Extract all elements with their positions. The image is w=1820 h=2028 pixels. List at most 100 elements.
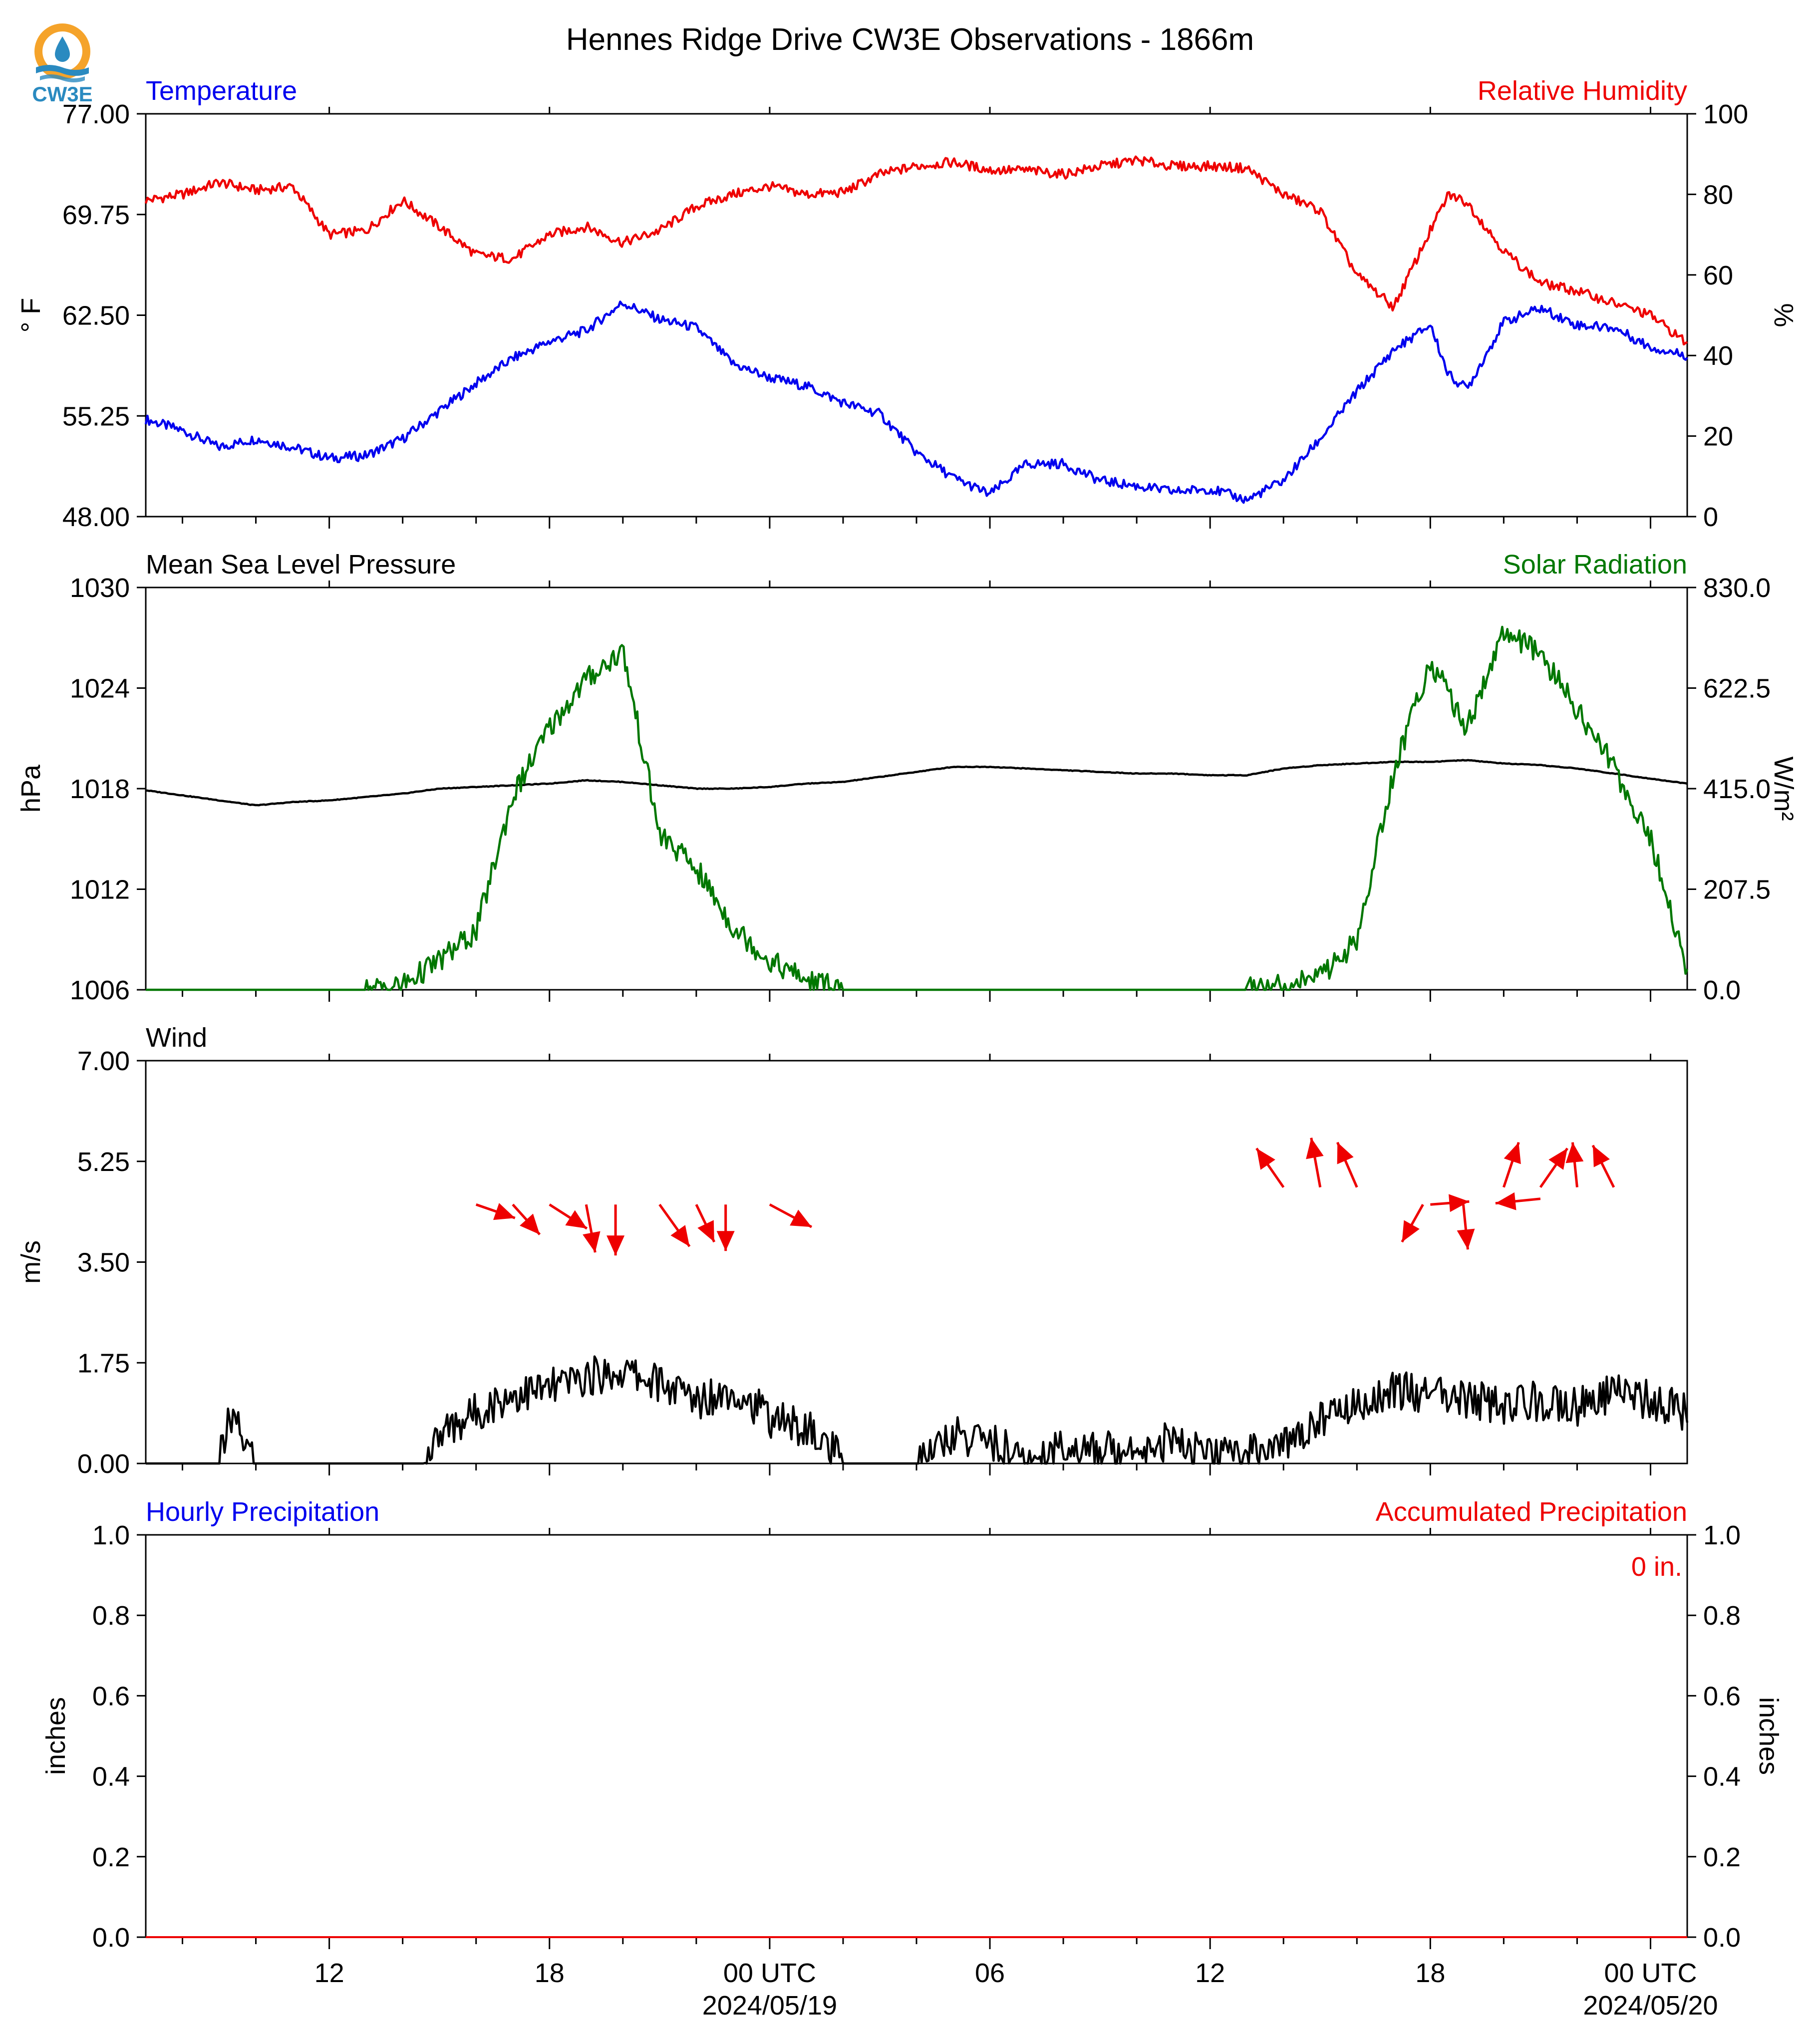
x-tick-label: 12: [1195, 1958, 1225, 1988]
y-tick-label-left: 77.00: [62, 99, 130, 129]
y-tick-label-right: 1.0: [1703, 1520, 1741, 1550]
panel-title-right: Accumulated Precipitation: [1376, 1497, 1687, 1527]
x-tick-label: 12: [314, 1958, 344, 1988]
y-tick-label-right: 830.0: [1703, 573, 1771, 603]
wind-arrow-head: [1306, 1138, 1324, 1159]
wind-arrow: [549, 1203, 588, 1230]
cw3e-logo-icon: CW3E: [32, 23, 93, 106]
y-tick-label-left: 0.2: [92, 1842, 130, 1872]
y-tick-label-left: 1024: [70, 674, 130, 704]
wind-arrow-head: [1337, 1142, 1354, 1164]
y-tick-label-left: 1.75: [77, 1348, 130, 1378]
wind-arrow: [583, 1204, 601, 1253]
wind-arrow-head: [520, 1213, 540, 1235]
y-tick-label-right: 20: [1703, 422, 1733, 452]
wind-arrow: [1336, 1142, 1358, 1188]
y-tick-label-right: 40: [1703, 341, 1733, 371]
y-tick-label-left: 5.25: [77, 1147, 130, 1177]
wind-arrow: [695, 1204, 716, 1243]
wind-arrow-head: [1504, 1142, 1521, 1164]
y-tick-label-left: 1.0: [92, 1520, 130, 1550]
panel-precipitation: Hourly Precipitation Accumulated Precipit…: [41, 1497, 1784, 2021]
y-tick-label-left: 1012: [70, 875, 130, 905]
x-tick-label: 00 UTC: [1604, 1958, 1697, 1988]
series-line-solar-radiation: [146, 625, 1689, 991]
y-tick-label-right: 60: [1703, 261, 1733, 290]
y-tick-label-right: 622.5: [1703, 674, 1771, 704]
x-tick-label: 06: [975, 1958, 1005, 1988]
series-line-wind-speed: [146, 1355, 1689, 1465]
y-tick-label-left: 3.50: [77, 1248, 130, 1278]
panel-title-left: Hourly Precipitation: [146, 1497, 379, 1527]
wind-arrow: [607, 1204, 625, 1256]
panel-temperature-humidity: Temperature Relative Humidity 48.00 55.25 62…: [16, 76, 1799, 532]
wind-arrow: [1430, 1194, 1470, 1212]
y-tick-label-right: 0.6: [1703, 1681, 1741, 1711]
wind-arrow-head: [1457, 1228, 1475, 1250]
y-tick-label-right: 0: [1703, 502, 1718, 532]
x-tick-label: 00 UTC: [723, 1958, 816, 1988]
y-tick-label-right: 0.0: [1703, 1923, 1741, 1953]
wind-arrow-head: [790, 1209, 812, 1227]
y-tick-label-right: 0.4: [1703, 1762, 1741, 1792]
y-tick-label-right: 0.2: [1703, 1842, 1741, 1872]
y-tick-label-right: 80: [1703, 180, 1733, 210]
wind-arrow-head: [670, 1225, 690, 1247]
wind-arrow: [1539, 1148, 1568, 1188]
y-tick-label-right: 0.0: [1703, 975, 1741, 1005]
y-tick-label-left: 1030: [70, 573, 130, 603]
wind-arrow: [716, 1204, 735, 1251]
panel-title-left: Wind: [146, 1023, 207, 1053]
panel-title-right: Solar Radiation: [1503, 550, 1687, 579]
panels-layer: Temperature Relative Humidity 48.00 55.25 62…: [16, 76, 1799, 2021]
panel-title-right: Relative Humidity: [1478, 76, 1687, 106]
panel-title-left: Mean Sea Level Pressure: [146, 550, 456, 579]
series-line-relative-humidity: [144, 155, 1688, 346]
wind-arrow: [1591, 1145, 1615, 1188]
x-tick-date: 2024/05/20: [1583, 1991, 1718, 2021]
y-tick-label-left: 0.8: [92, 1601, 130, 1631]
y-tick-label-left: 0.6: [92, 1681, 130, 1711]
wind-arrow-head: [1495, 1192, 1517, 1210]
wind-arrow: [1457, 1204, 1475, 1250]
y-tick-label-left: 0.4: [92, 1762, 130, 1792]
wind-arrow: [769, 1203, 813, 1228]
y-tick-label-right: 100: [1703, 99, 1748, 129]
y-tick-label-left: 0.0: [92, 1923, 130, 1953]
accumulated-total-label: 0 in.: [1631, 1552, 1682, 1582]
wind-arrow: [512, 1203, 541, 1235]
cw3e-logo: CW3E: [25, 17, 100, 106]
y-tick-label-left: 1018: [70, 774, 130, 804]
wind-arrow-head: [1592, 1145, 1610, 1167]
wind-arrow-head: [493, 1203, 515, 1220]
y-axis-label-right: W/m²: [1769, 757, 1799, 821]
wind-arrow-head: [697, 1220, 714, 1242]
y-axis-label-left: m/s: [16, 1240, 46, 1284]
wind-arrow: [1565, 1142, 1584, 1187]
wind-arrow: [1503, 1142, 1521, 1188]
plot-frame: [145, 113, 1688, 518]
y-tick-label-left: 48.00: [62, 502, 130, 532]
panel-wind: Wind 0.00 1.75 3.50 5.25 7.00 m/s: [16, 1023, 1689, 1479]
y-tick-label-right: 207.5: [1703, 875, 1771, 905]
y-axis-label-left: hPa: [16, 764, 46, 813]
wind-arrow-head: [1548, 1148, 1567, 1170]
series-line-temperature: [144, 300, 1688, 504]
panel-title-left: Temperature: [146, 76, 297, 106]
y-tick-label-left: 0.00: [77, 1449, 130, 1479]
wind-arrow: [1495, 1192, 1541, 1210]
wind-arrow-head: [1402, 1220, 1420, 1242]
logo-text: CW3E: [32, 82, 92, 105]
y-axis-label-left: ° F: [16, 298, 46, 333]
wind-arrow: [1255, 1148, 1285, 1188]
panel-pressure-solar: Mean Sea Level Pressure Solar Radiation 10…: [16, 550, 1799, 1005]
y-tick-label-right: 0.8: [1703, 1601, 1741, 1631]
x-tick-label: 18: [1415, 1958, 1445, 1988]
chart-title: Hennes Ridge Drive CW3E Observations - 1…: [566, 22, 1254, 57]
wind-arrow-head: [1449, 1194, 1470, 1212]
wind-arrow-head: [565, 1210, 587, 1229]
x-tick-label: 18: [535, 1958, 565, 1988]
wind-arrow: [1401, 1203, 1424, 1243]
wind-arrow-head: [607, 1235, 625, 1256]
